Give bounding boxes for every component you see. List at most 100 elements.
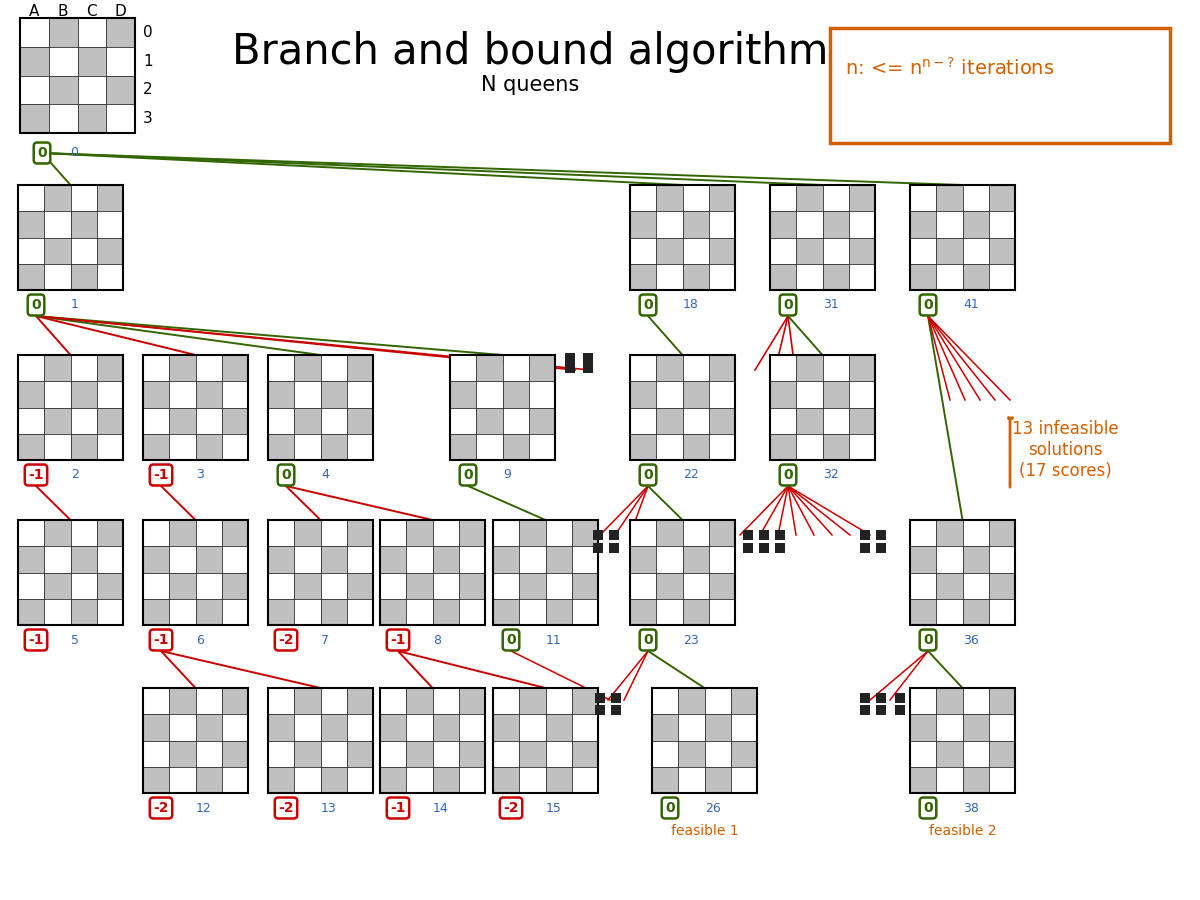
Circle shape xyxy=(424,750,426,751)
Bar xyxy=(320,598,347,625)
Bar xyxy=(458,715,485,741)
Bar xyxy=(149,750,152,753)
Circle shape xyxy=(727,555,728,557)
Circle shape xyxy=(150,750,151,751)
Bar xyxy=(510,529,514,533)
Text: feasible 1: feasible 1 xyxy=(671,824,738,838)
Bar xyxy=(149,776,152,779)
Bar xyxy=(551,783,566,785)
Bar xyxy=(662,529,665,533)
Bar xyxy=(380,598,407,625)
Circle shape xyxy=(156,529,157,531)
Bar xyxy=(18,520,124,625)
Bar xyxy=(822,238,848,264)
Bar xyxy=(714,398,730,400)
Bar xyxy=(462,364,464,367)
Bar xyxy=(797,434,822,460)
Circle shape xyxy=(996,194,997,195)
Circle shape xyxy=(917,581,918,583)
Bar xyxy=(895,693,905,703)
Circle shape xyxy=(30,194,32,195)
Bar xyxy=(107,76,134,104)
Bar xyxy=(726,555,728,559)
Bar xyxy=(268,382,294,408)
Bar xyxy=(499,705,514,706)
Polygon shape xyxy=(456,367,470,372)
Bar xyxy=(202,391,204,394)
Bar xyxy=(683,382,709,408)
Bar xyxy=(458,767,485,793)
Text: 0: 0 xyxy=(70,147,78,159)
Bar xyxy=(505,698,508,700)
Bar xyxy=(690,698,692,700)
Bar xyxy=(860,705,870,715)
Circle shape xyxy=(398,529,400,531)
Bar xyxy=(493,715,520,741)
Bar xyxy=(678,741,704,767)
Circle shape xyxy=(150,529,151,531)
Bar xyxy=(49,18,78,47)
Circle shape xyxy=(923,750,924,751)
Polygon shape xyxy=(552,779,565,783)
Circle shape xyxy=(25,194,26,195)
Bar xyxy=(337,776,341,779)
Bar xyxy=(268,688,373,793)
Circle shape xyxy=(307,417,308,419)
Bar xyxy=(683,408,709,434)
Circle shape xyxy=(674,364,676,365)
Bar xyxy=(312,417,314,420)
Polygon shape xyxy=(737,727,751,731)
Bar xyxy=(659,750,661,753)
Bar xyxy=(320,572,347,598)
Bar xyxy=(18,355,44,382)
Bar xyxy=(611,693,622,703)
Bar xyxy=(709,382,734,408)
Circle shape xyxy=(150,364,151,365)
Bar xyxy=(30,581,32,585)
Circle shape xyxy=(203,391,204,392)
Bar xyxy=(989,715,1015,741)
Bar xyxy=(860,693,870,703)
Bar xyxy=(155,776,157,779)
Circle shape xyxy=(203,555,204,557)
Bar xyxy=(97,238,124,264)
Text: 0: 0 xyxy=(665,801,674,815)
Bar xyxy=(326,783,341,785)
Bar xyxy=(24,364,28,367)
Bar xyxy=(829,194,832,198)
Bar xyxy=(44,264,71,290)
Bar xyxy=(196,546,222,572)
Bar xyxy=(704,715,731,741)
Bar xyxy=(656,434,683,460)
Circle shape xyxy=(1001,529,1002,531)
Bar xyxy=(385,783,401,785)
Bar xyxy=(910,520,1015,625)
Bar xyxy=(97,212,124,238)
Bar xyxy=(380,741,407,767)
Bar xyxy=(424,750,426,753)
Bar xyxy=(300,581,304,585)
Bar xyxy=(770,408,797,434)
Bar xyxy=(44,408,71,434)
Bar xyxy=(268,767,294,793)
Bar xyxy=(860,543,870,553)
Bar xyxy=(760,543,769,553)
Bar xyxy=(432,598,458,625)
Bar xyxy=(268,434,294,460)
Bar xyxy=(268,572,294,598)
Bar xyxy=(995,705,1009,706)
Bar xyxy=(268,355,294,382)
Bar xyxy=(274,757,289,759)
Bar xyxy=(583,581,587,585)
Bar xyxy=(347,741,373,767)
Bar xyxy=(954,724,956,727)
Bar xyxy=(630,598,656,625)
Bar xyxy=(35,529,38,533)
Bar xyxy=(413,750,415,753)
Bar xyxy=(44,546,71,572)
Bar xyxy=(503,434,529,460)
Bar xyxy=(748,724,751,727)
Polygon shape xyxy=(413,753,426,757)
Polygon shape xyxy=(464,727,479,731)
Bar xyxy=(499,529,502,533)
